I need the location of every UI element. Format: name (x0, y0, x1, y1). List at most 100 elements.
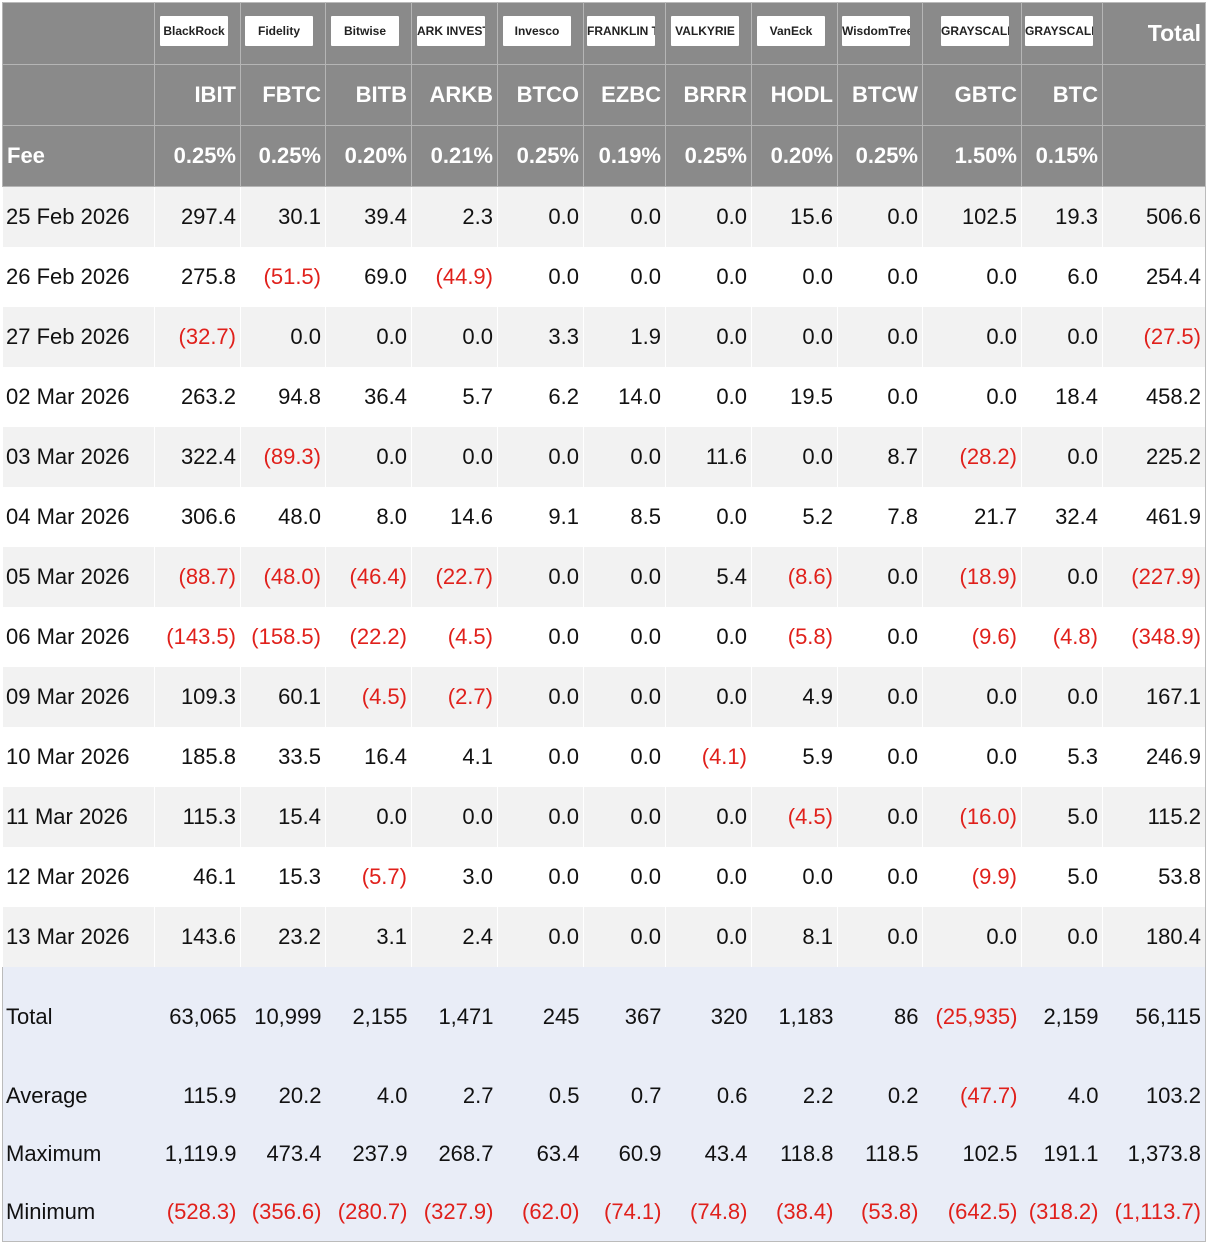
summary-value: (1,113.7) (1102, 1183, 1206, 1242)
fee-row: Fee 0.25% 0.25% 0.20% 0.21% 0.25% 0.19% 0.25% 0.… (2, 125, 1206, 187)
issuer-logo: GRAYSCALE (1025, 15, 1093, 46)
flow-value: (18.9) (922, 547, 1022, 607)
date: 10 Mar 2026 (2, 727, 155, 787)
fee: 0.15% (1021, 125, 1103, 187)
summary-row: Total 63,065 10,999 2,155 1,471 245 367 320 1,18… (2, 967, 1206, 1067)
flow-value: 0.0 (665, 307, 752, 367)
flow-value: 53.8 (1102, 847, 1206, 907)
flow-value: (16.0) (922, 787, 1022, 847)
flow-value: 458.2 (1102, 367, 1206, 427)
flow-value: (28.2) (922, 427, 1022, 487)
data-row: 13 Mar 2026 143.6 23.2 3.1 2.4 0.0 0.0 0.0 8.1 0.… (2, 907, 1206, 967)
flow-value: 0.0 (497, 787, 584, 847)
flow-value: 0.0 (583, 727, 666, 787)
summary-value: 86 (837, 967, 923, 1067)
date: 27 Feb 2026 (2, 307, 155, 367)
flow-value: 167.1 (1102, 667, 1206, 727)
flow-value: 0.0 (1021, 547, 1103, 607)
flow-value: (46.4) (325, 547, 412, 607)
flow-value: 21.7 (922, 487, 1022, 547)
summary-value: (327.9) (411, 1183, 498, 1242)
date: 03 Mar 2026 (2, 427, 155, 487)
flow-value: 19.5 (751, 367, 838, 427)
summary-value: (356.6) (240, 1183, 326, 1242)
flow-value: 2.3 (411, 186, 498, 247)
flow-value: 0.0 (583, 186, 666, 247)
flow-value: 0.0 (922, 907, 1022, 967)
data-row: 27 Feb 2026 (32.7) 0.0 0.0 0.0 3.3 1.9 0.0 0.0 0.… (2, 307, 1206, 367)
summary-value: (280.7) (325, 1183, 412, 1242)
flow-value: 15.6 (751, 186, 838, 247)
data-row: 11 Mar 2026 115.3 15.4 0.0 0.0 0.0 0.0 0.0 (4.5)… (2, 787, 1206, 847)
flow-value: 14.6 (411, 487, 498, 547)
flow-value: 0.0 (1021, 907, 1103, 967)
summary-value: 245 (497, 967, 584, 1067)
summary-value: (47.7) (922, 1067, 1022, 1125)
flow-value: 0.0 (325, 427, 412, 487)
summary-value: 1,471 (411, 967, 498, 1067)
blank-cell (1102, 125, 1206, 187)
flow-value: 0.0 (411, 307, 498, 367)
logo-cell: VanEck (751, 2, 838, 65)
summary-value: 0.2 (837, 1067, 923, 1125)
flow-value: 48.0 (240, 487, 326, 547)
flow-value: 263.2 (154, 367, 241, 427)
flow-value: 0.0 (411, 427, 498, 487)
fee: 1.50% (922, 125, 1022, 187)
flow-value: 0.0 (497, 607, 584, 667)
flow-value: 15.3 (240, 847, 326, 907)
summary-value: (74.1) (583, 1183, 666, 1242)
issuer-logo: GRAYSCALE (941, 15, 1009, 46)
flow-value: 0.0 (837, 787, 923, 847)
logo-cell: BlackRock (154, 2, 241, 65)
flow-value: 32.4 (1021, 487, 1103, 547)
flow-value: 0.0 (751, 847, 838, 907)
flow-value: 39.4 (325, 186, 412, 247)
summary-value: 118.5 (837, 1125, 923, 1183)
flow-value: (48.0) (240, 547, 326, 607)
flow-value: 0.0 (583, 667, 666, 727)
flow-value: 19.3 (1021, 186, 1103, 247)
flow-value: 0.0 (1021, 667, 1103, 727)
data-row: 26 Feb 2026 275.8 (51.5) 69.0 (44.9) 0.0 0.0 0.… (2, 247, 1206, 307)
summary-value: 63,065 (154, 967, 241, 1067)
flow-value: 0.0 (583, 247, 666, 307)
flow-value: 180.4 (1102, 907, 1206, 967)
flow-value: 8.1 (751, 907, 838, 967)
summary-value: 1,373.8 (1102, 1125, 1206, 1183)
flow-value: 0.0 (665, 607, 752, 667)
data-row: 09 Mar 2026 109.3 60.1 (4.5) (2.7) 0.0 0.0 0.0 4… (2, 667, 1206, 727)
flow-value: 14.0 (583, 367, 666, 427)
flow-value: 0.0 (583, 847, 666, 907)
summary-value: 320 (665, 967, 752, 1067)
ticker: EZBC (583, 64, 666, 126)
summary-value: 115.9 (154, 1067, 241, 1125)
flow-value: 0.0 (837, 367, 923, 427)
date: 13 Mar 2026 (2, 907, 155, 967)
flow-value: 185.8 (154, 727, 241, 787)
flow-value: 0.0 (837, 607, 923, 667)
flow-value: 246.9 (1102, 727, 1206, 787)
data-row: 05 Mar 2026 (88.7) (48.0) (46.4) (22.7) 0.0 0.… (2, 547, 1206, 607)
summary-value: (25,935) (922, 967, 1022, 1067)
flow-value: (4.8) (1021, 607, 1103, 667)
flow-value: 4.9 (751, 667, 838, 727)
flow-value: 5.2 (751, 487, 838, 547)
corner-cell (2, 2, 155, 65)
summary-value: 2.2 (751, 1067, 838, 1125)
flow-value: 33.5 (240, 727, 326, 787)
data-row: 04 Mar 2026 306.6 48.0 8.0 14.6 9.1 8.5 0.0 5.2 7… (2, 487, 1206, 547)
flow-value: 0.0 (325, 307, 412, 367)
blank-cell (1102, 64, 1206, 126)
flow-value: 69.0 (325, 247, 412, 307)
flow-value: 297.4 (154, 186, 241, 247)
summary-value: 1,119.9 (154, 1125, 241, 1183)
flow-value: (4.5) (411, 607, 498, 667)
flow-value: 115.3 (154, 787, 241, 847)
summary-value: (53.8) (837, 1183, 923, 1242)
flow-value: 36.4 (325, 367, 412, 427)
flow-value: (2.7) (411, 667, 498, 727)
flow-value: 4.1 (411, 727, 498, 787)
